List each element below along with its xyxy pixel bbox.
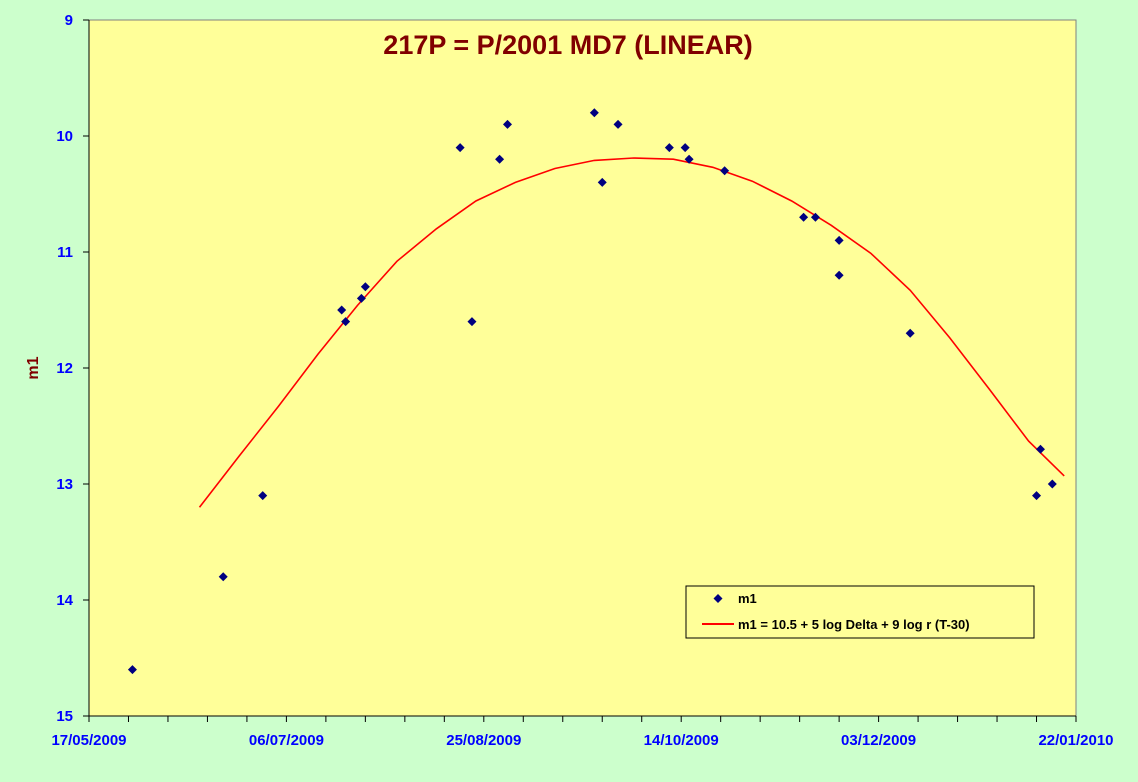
y-tick-label: 15: [56, 708, 73, 725]
y-tick-label: 14: [56, 592, 73, 609]
data-point-marker: [467, 317, 477, 327]
legend: m1 m1 = 10.5 + 5 log Delta + 9 log r (T-…: [685, 585, 1035, 639]
data-point-marker: [664, 143, 674, 153]
data-point-marker: [455, 143, 465, 153]
data-point-marker: [127, 665, 137, 675]
x-axis: 17/05/2009 06/07/2009 25/08/2009 14/10/2009…: [51, 715, 1114, 749]
data-point-marker: [905, 328, 915, 338]
data-point-marker: [1047, 479, 1057, 489]
data-point-marker: [720, 166, 730, 176]
data-point-marker: [799, 212, 809, 222]
x-tick-label: 06/07/2009: [249, 732, 324, 749]
data-point-marker: [341, 317, 351, 327]
data-point-marker: [218, 572, 228, 582]
legend-label-curve: m1 = 10.5 + 5 log Delta + 9 log r (T-30): [738, 617, 970, 632]
data-point-marker: [834, 270, 844, 280]
y-tick-label: 13: [56, 476, 73, 493]
data-point-marker: [1035, 444, 1045, 454]
data-point-marker: [258, 491, 268, 501]
x-tick-label: 17/05/2009: [51, 732, 126, 749]
data-point-marker: [1032, 491, 1042, 501]
legend-label-points: m1: [738, 591, 757, 606]
legend-box: [685, 585, 1035, 639]
data-point-marker: [613, 119, 623, 129]
data-point-marker: [834, 235, 844, 245]
data-point-marker: [356, 293, 366, 303]
y-axis: 9 10 11 12 13 14 15: [56, 12, 90, 725]
legend-marker-icon: [713, 594, 723, 603]
y-tick-label: 9: [65, 12, 73, 29]
y-tick-label: 11: [57, 244, 73, 261]
data-point-marker: [337, 305, 347, 315]
x-tick-label: 03/12/2009: [841, 732, 916, 749]
y-tick-label: 12: [56, 360, 73, 377]
data-point-marker: [810, 212, 820, 222]
data-point-marker: [684, 154, 694, 164]
data-point-marker: [680, 143, 690, 153]
y-axis-label: m1: [25, 356, 42, 379]
data-point-marker: [502, 119, 512, 129]
data-point-marker: [495, 154, 505, 164]
x-tick-label: 25/08/2009: [446, 732, 521, 749]
x-tick-label: 22/01/2010: [1038, 732, 1113, 749]
data-point-marker: [597, 177, 607, 187]
data-point-marker: [360, 282, 370, 292]
data-point-marker: [589, 108, 599, 118]
x-tick-label: 14/10/2009: [644, 732, 719, 749]
y-tick-label: 10: [56, 128, 73, 145]
chart-title: 217P = P/2001 MD7 (LINEAR): [383, 30, 752, 60]
data-points-layer: [127, 108, 1057, 675]
